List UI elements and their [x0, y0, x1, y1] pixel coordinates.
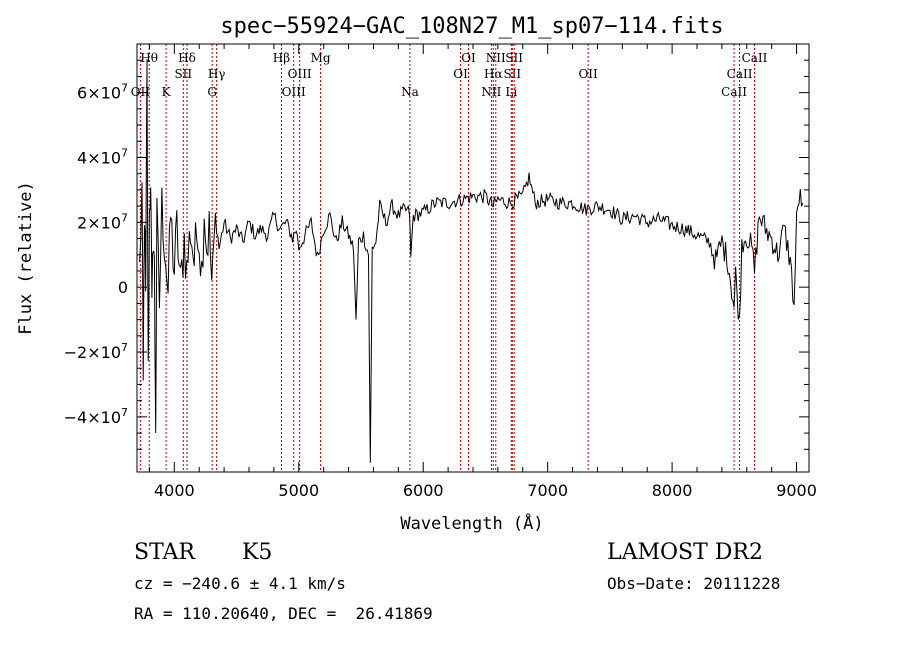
spectral-line-markers: OIIHθKSIIHδGHγHβOIIIOIIIMgNaOIOINIIHαNII… [131, 44, 768, 472]
x-axis: 4000 5000 6000 7000 8000 9000 [148, 44, 817, 500]
line-marker-label: OII [131, 85, 151, 99]
line-marker-label: K [162, 85, 172, 99]
line-marker-label: Li [505, 85, 517, 99]
survey-name: LAMOST DR2 [607, 540, 763, 565]
coordinates-text: RA = 110.20640, DEC = 26.41869 [134, 604, 433, 623]
x-tick-label: 9000 [776, 481, 817, 500]
spectrum-series [139, 59, 804, 463]
spectrum-plot: spec−55924−GAC_108N27_M1_sp07−114.fits O… [16, 14, 817, 534]
y-axis: −4×107 −2×107 0 2×107 4×107 6×107 [64, 59, 809, 450]
redshift-text: cz = −240.6 ± 4.1 km/s [134, 574, 346, 593]
x-tick-label: 6000 [403, 481, 444, 500]
line-marker-label: NII [486, 51, 506, 65]
object-subclass: K5 [242, 540, 273, 565]
line-marker-label: OI [453, 67, 468, 81]
chart-title: spec−55924−GAC_108N27_M1_sp07−114.fits [220, 14, 723, 39]
line-marker-label: SII [174, 67, 192, 81]
x-tick-label: 4000 [154, 481, 195, 500]
line-marker-label: OII [578, 67, 598, 81]
line-marker-label: SII [505, 51, 523, 65]
line-marker-label: OIII [288, 67, 312, 81]
object-class: STAR [134, 540, 195, 565]
plot-frame [136, 43, 810, 473]
line-marker-label: G [207, 85, 217, 99]
spectrum-line [139, 59, 804, 463]
line-marker-label: SII [503, 67, 521, 81]
y-tick-label: −2×107 [64, 341, 128, 362]
line-marker-label: CaII [727, 67, 753, 81]
y-tick-label: −4×107 [64, 406, 128, 427]
line-marker-label: Hα [484, 67, 503, 81]
line-marker-label: CaII [721, 85, 747, 99]
y-axis-label: Flux (relative) [16, 181, 36, 335]
y-tick-label: 4×107 [77, 146, 128, 167]
line-marker-label: OI [461, 51, 476, 65]
y-tick-label: 2×107 [77, 211, 128, 232]
y-tick-label: 0 [118, 278, 128, 297]
x-axis-label: Wavelength (Å) [400, 512, 543, 534]
y-tick-label: 6×107 [77, 82, 128, 103]
line-marker-label: Hγ [208, 67, 226, 81]
observation-date: Obs−Date: 20111228 [607, 574, 781, 593]
line-marker-label: CaII [742, 51, 768, 65]
line-marker-label: Na [401, 85, 419, 99]
x-tick-label: 5000 [278, 481, 319, 500]
line-marker-label: Hδ [178, 51, 196, 65]
x-tick-label: 8000 [652, 481, 693, 500]
line-marker-label: OIII [282, 85, 306, 99]
x-tick-label: 7000 [527, 481, 568, 500]
line-marker-label: Hθ [140, 51, 158, 65]
line-marker-label: Hβ [273, 51, 290, 65]
line-marker-label: NII [481, 85, 501, 99]
line-marker-label: Mg [311, 51, 331, 65]
